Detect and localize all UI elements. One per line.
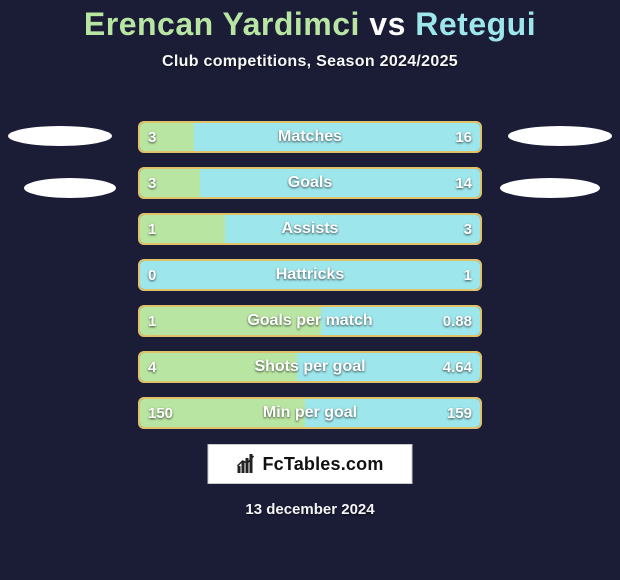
player2-fill xyxy=(200,169,480,197)
player2-fill xyxy=(305,399,480,427)
player1-fill xyxy=(140,399,305,427)
player1-badge-placeholder-1 xyxy=(8,126,112,146)
player2-fill xyxy=(194,123,480,151)
comparison-row: 314Goals xyxy=(138,167,482,199)
comparison-row: 10.88Goals per match xyxy=(138,305,482,337)
player1-fill xyxy=(140,123,194,151)
comparison-row: 44.64Shots per goal xyxy=(138,351,482,383)
comparison-row: 01Hattricks xyxy=(138,259,482,291)
player2-badge-placeholder-2 xyxy=(500,178,600,198)
player2-badge-placeholder-1 xyxy=(508,126,612,146)
player2-fill xyxy=(297,353,480,381)
brand-logo-icon xyxy=(236,454,256,474)
vs-text: vs xyxy=(369,6,406,42)
date-text: 13 december 2024 xyxy=(0,501,620,518)
player2-fill xyxy=(140,261,480,289)
comparison-row: 150159Min per goal xyxy=(138,397,482,429)
player2-fill xyxy=(225,215,480,243)
comparison-row: 13Assists xyxy=(138,213,482,245)
subtitle: Club competitions, Season 2024/2025 xyxy=(0,53,620,71)
player1-fill xyxy=(140,169,200,197)
player1-name: Erencan Yardimci xyxy=(84,6,360,42)
player2-fill xyxy=(321,307,480,335)
player1-badge-placeholder-2 xyxy=(24,178,116,198)
brand-text: FcTables.com xyxy=(262,454,383,475)
player2-name: Retegui xyxy=(415,6,536,42)
comparison-row: 316Matches xyxy=(138,121,482,153)
comparison-rows: 316Matches 314Goals 13Assists 01Hattricks 10… xyxy=(138,121,482,443)
page-title: Erencan Yardimci vs Retegui xyxy=(0,0,620,43)
player1-fill xyxy=(140,215,225,243)
player1-fill xyxy=(140,353,297,381)
brand-badge: FcTables.com xyxy=(208,444,413,484)
player1-fill xyxy=(140,307,321,335)
